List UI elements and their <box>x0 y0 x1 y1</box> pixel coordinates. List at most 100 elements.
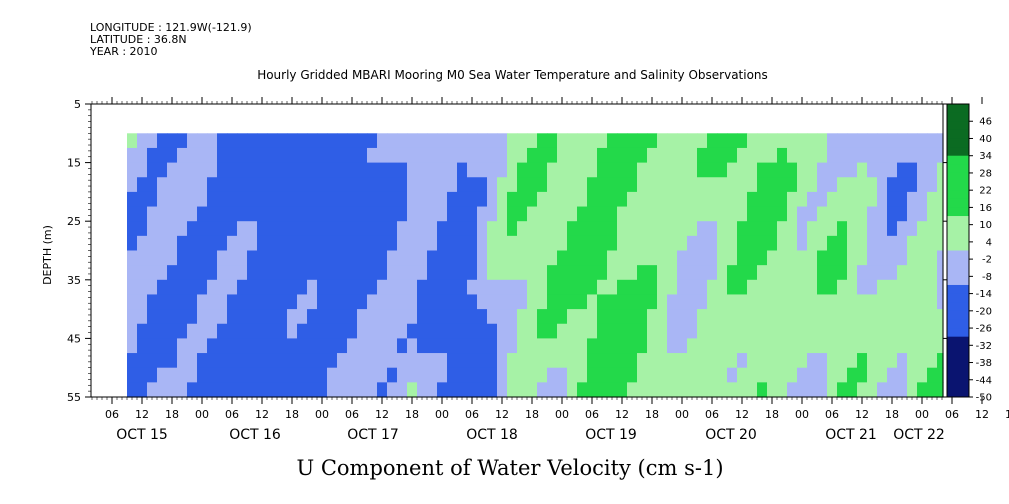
heatmap-cell <box>557 367 568 383</box>
heatmap-cell <box>747 221 758 237</box>
heatmap-cell <box>317 338 328 354</box>
heatmap-cell <box>887 367 898 383</box>
heatmap-cell <box>467 147 478 164</box>
heatmap-cell <box>247 309 258 325</box>
heatmap-cell <box>127 265 138 281</box>
colorbar-label: -14 <box>976 289 992 300</box>
heatmap-cell <box>387 221 398 237</box>
heatmap-cell <box>307 162 318 178</box>
heatmap-cell <box>767 367 778 383</box>
heatmap-cell <box>487 206 498 222</box>
heatmap-cell <box>317 367 328 383</box>
heatmap-cell <box>517 309 528 325</box>
heatmap-cell <box>877 206 888 222</box>
heatmap-cell <box>917 294 928 310</box>
colorbar-label: -50 <box>976 393 992 404</box>
heatmap-cell <box>717 338 728 354</box>
heatmap-cell <box>387 162 398 178</box>
heatmap-cell <box>577 338 588 354</box>
heatmap-cell <box>567 367 578 383</box>
heatmap-cell <box>347 147 358 164</box>
heatmap-cell <box>507 235 518 252</box>
heatmap-cell <box>447 382 458 398</box>
heatmap-cell <box>817 191 828 208</box>
heatmap-cell <box>697 367 708 383</box>
heatmap-cell <box>457 177 468 193</box>
heatmap-cell <box>247 294 258 310</box>
heatmap-cell <box>887 353 898 369</box>
heatmap-cell <box>887 382 898 398</box>
heatmap-cell <box>197 235 208 252</box>
heatmap-cell <box>167 353 178 369</box>
heatmap-cell <box>187 133 198 149</box>
colorbar-label: 22 <box>979 186 992 197</box>
heatmap-cell <box>337 162 348 178</box>
heatmap-cell <box>757 250 768 266</box>
heatmap-cell <box>907 147 918 164</box>
heatmap-cell <box>627 367 638 383</box>
colorbar-segment <box>947 224 969 234</box>
heatmap-cell <box>417 191 428 208</box>
heatmap-cell <box>227 235 238 252</box>
heatmap-cell <box>597 382 608 398</box>
heatmap-cell <box>747 206 758 222</box>
heatmap-cell <box>447 147 458 164</box>
heatmap-cell <box>187 191 198 208</box>
heatmap-cell <box>477 191 488 208</box>
heatmap-cell <box>507 162 518 178</box>
heatmap-cell <box>287 235 298 252</box>
heatmap-cell <box>837 206 848 222</box>
heatmap-cell <box>467 353 478 369</box>
heatmap-cell <box>927 353 938 369</box>
heatmap-cell <box>817 177 828 193</box>
heatmap-cell <box>457 294 468 310</box>
heatmap-cell <box>857 133 868 149</box>
heatmap-cell <box>657 162 668 178</box>
heatmap-cell <box>867 177 878 193</box>
heatmap-cell <box>827 279 838 296</box>
heatmap-cell <box>937 162 944 178</box>
heatmap-cell <box>677 235 688 252</box>
heatmap-cell <box>817 133 828 149</box>
heatmap-cell <box>317 250 328 266</box>
colorbar-segment <box>947 129 969 139</box>
heatmap-cell <box>847 367 858 383</box>
x-tick-label: 12 <box>855 408 869 421</box>
heatmap-cell <box>257 294 268 310</box>
heatmap-cell <box>857 353 868 369</box>
heatmap-cell <box>627 177 638 193</box>
heatmap-cell <box>167 265 178 281</box>
heatmap-cell <box>837 323 848 339</box>
heatmap-cell <box>217 294 228 310</box>
heatmap-cell <box>227 221 238 237</box>
heatmap-cell <box>677 382 688 398</box>
heatmap-cell <box>737 294 748 310</box>
heatmap-cell <box>717 177 728 193</box>
heatmap-cell <box>427 147 438 164</box>
heatmap-cell <box>627 235 638 252</box>
heatmap-cell <box>327 382 338 398</box>
heatmap-cell <box>837 191 848 208</box>
heatmap-cell <box>667 191 678 208</box>
y-tick-label: 55 <box>67 391 81 404</box>
heatmap-cell <box>417 221 428 237</box>
heatmap-cell <box>477 309 488 325</box>
heatmap-cell <box>857 338 868 354</box>
colorbar-segment <box>947 216 969 226</box>
heatmap-cell <box>927 177 938 193</box>
heatmap-cell <box>867 309 878 325</box>
heatmap-cell <box>787 162 798 178</box>
heatmap-cell <box>837 147 848 164</box>
heatmap-cell <box>577 279 588 296</box>
heatmap-cell <box>547 309 558 325</box>
colorbar-segment <box>947 190 969 200</box>
heatmap-cell <box>267 191 278 208</box>
heatmap-cell <box>457 309 468 325</box>
heatmap-cell <box>427 250 438 266</box>
heatmap-cell <box>697 279 708 296</box>
heatmap-cell <box>597 191 608 208</box>
heatmap-cell <box>657 353 668 369</box>
heatmap-cell <box>927 133 938 149</box>
heatmap-cell <box>617 309 628 325</box>
heatmap-cell <box>307 382 318 398</box>
